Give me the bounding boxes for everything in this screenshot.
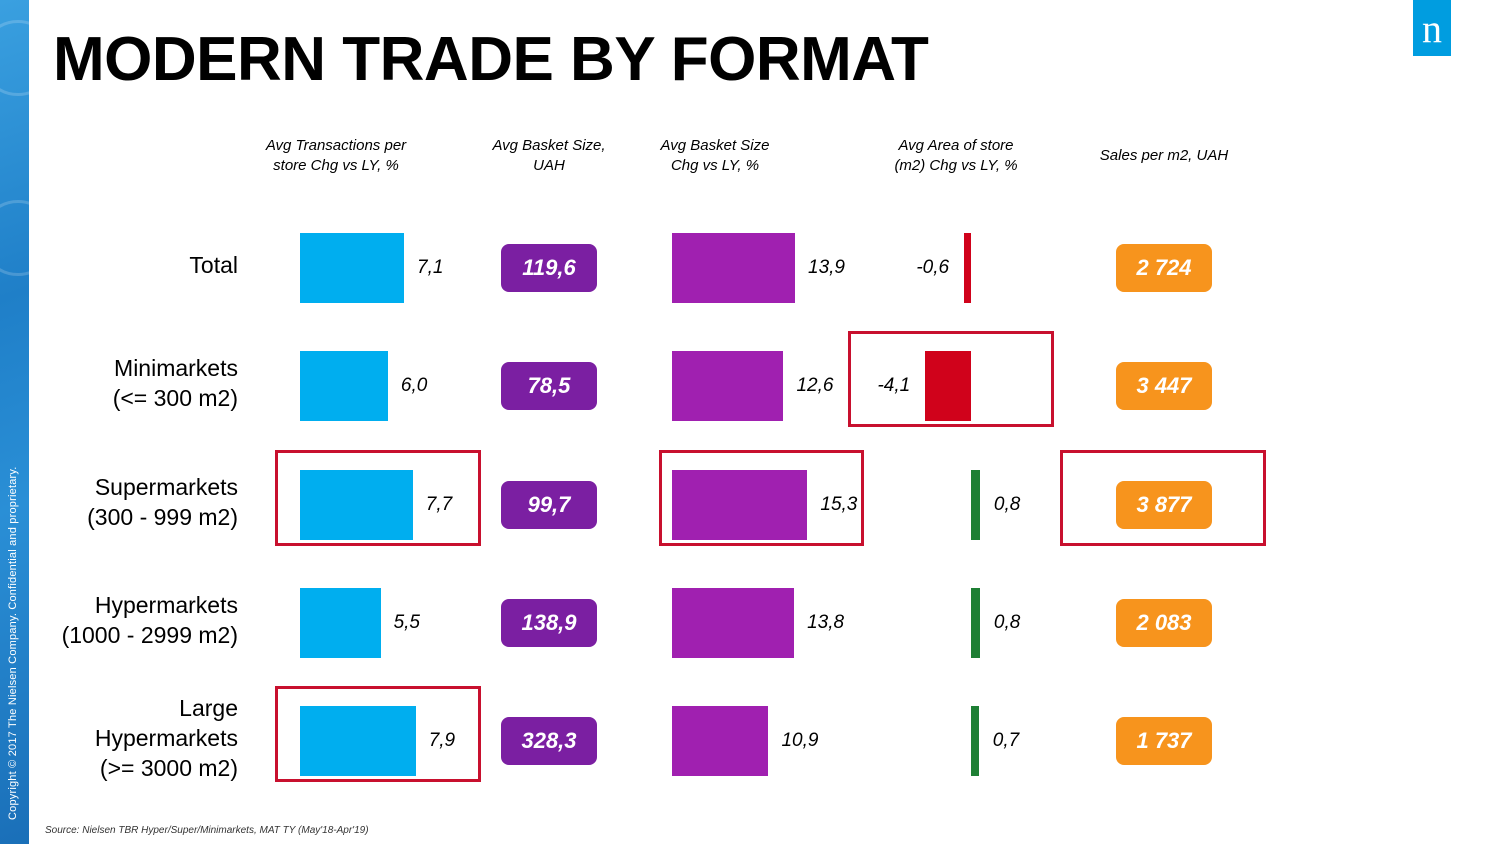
transactions-value: 6,0	[400, 375, 428, 396]
area-change-value: 0,8	[993, 612, 1021, 633]
highlight-box	[659, 450, 864, 546]
transactions-value: 7,1	[417, 257, 444, 278]
sales-per-m2-pill: 3 877	[1116, 481, 1212, 529]
area-change-value: 0,8	[993, 494, 1021, 515]
basket-change-bar	[672, 351, 784, 421]
basket-size-pill: 328,3	[501, 717, 597, 765]
basket-change-value: 13,9	[808, 257, 845, 278]
row-label: Minimarkets (<= 300 m2)	[112, 355, 238, 411]
basket-change-bar	[672, 706, 769, 776]
sales-per-m2-pill: 1 737	[1116, 717, 1212, 765]
sales-per-m2-pill: 2 724	[1116, 244, 1212, 292]
area-change-bar	[971, 706, 979, 776]
area-change-value: 0,7	[992, 730, 1020, 751]
row-label: Hypermarkets (1000 - 2999 m2)	[61, 592, 238, 648]
transactions-bar	[300, 470, 413, 540]
area-change-bar	[925, 351, 971, 421]
area-change-bar	[971, 588, 980, 658]
basket-change-bar	[672, 588, 795, 658]
transactions-value: 7,7	[425, 494, 453, 515]
basket-size-pill: 119,6	[501, 244, 597, 292]
highlight-box	[1060, 450, 1266, 546]
column-header-transactions-chg: Avg Transactions per store Chg vs LY, %	[265, 137, 407, 174]
area-change-bar	[971, 470, 980, 540]
transactions-value: 7,9	[428, 730, 456, 751]
basket-size-pill: 99,7	[501, 481, 597, 529]
row-label: Total	[189, 252, 238, 278]
column-header-basket-chg: Avg Basket Size Chg vs LY, %	[660, 137, 770, 174]
page-title: MODERN TRADE BY FORMAT	[53, 25, 929, 94]
basket-size-pill: 78,5	[501, 362, 597, 410]
decorative-swirl	[0, 20, 56, 96]
highlight-box	[275, 686, 481, 782]
basket-size-pill: 138,9	[501, 599, 597, 647]
transactions-bar	[300, 351, 388, 421]
copyright-text: Copyright © 2017 The Nielsen Company. Co…	[7, 466, 19, 820]
side-band: Copyright © 2017 The Nielsen Company. Co…	[0, 0, 56, 844]
area-change-bar	[964, 233, 971, 303]
sales-per-m2-pill: 3 447	[1116, 362, 1212, 410]
basket-change-value: 15,3	[820, 494, 858, 515]
transactions-bar	[300, 233, 404, 303]
basket-change-value: 12,6	[796, 375, 834, 396]
basket-change-bar	[672, 470, 808, 540]
basket-change-value: 13,8	[807, 612, 845, 633]
decorative-swirl	[0, 200, 56, 276]
row-label: Large Hypermarkets (>= 3000 m2)	[94, 695, 238, 781]
highlight-box	[275, 450, 481, 546]
area-change-value: -0,6	[916, 257, 950, 278]
transactions-bar	[300, 706, 416, 776]
column-header-area-chg: Avg Area of store (m2) Chg vs LY, %	[894, 137, 1018, 174]
nielsen-logo: n	[1413, 0, 1451, 56]
area-change-value: -4,1	[877, 375, 911, 396]
column-header-sales-per-m2: Sales per m2, UAH	[1099, 147, 1229, 164]
sales-per-m2-pill: 2 083	[1116, 599, 1212, 647]
source-note: Source: Nielsen TBR Hyper/Super/Minimark…	[45, 825, 369, 836]
basket-change-bar	[672, 233, 795, 303]
row-label: Supermarkets (300 - 999 m2)	[87, 474, 238, 530]
column-header-basket-size: Avg Basket Size, UAH	[492, 137, 606, 174]
basket-change-value: 10,9	[781, 730, 819, 751]
highlight-box	[848, 331, 1054, 427]
transactions-value: 5,5	[393, 612, 420, 633]
transactions-bar	[300, 588, 381, 658]
